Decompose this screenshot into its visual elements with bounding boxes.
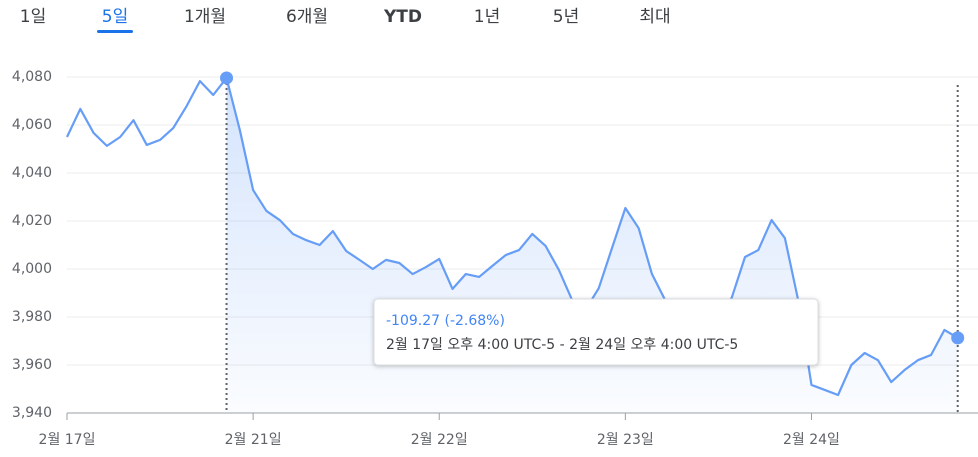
y-tick-label: 4,080 — [12, 69, 52, 85]
x-tick-label: 2월 24일 — [783, 432, 840, 448]
tooltip-range: 2월 17일 오후 4:00 UTC-5 - 2월 24일 오후 4:00 UT… — [386, 337, 738, 353]
y-tick-label: 3,960 — [12, 357, 52, 373]
tab[interactable]: YTD — [383, 7, 422, 27]
tab[interactable]: 5년 — [553, 7, 579, 27]
y-tick-label: 4,040 — [12, 165, 52, 181]
y-tick-label: 3,940 — [12, 405, 52, 421]
tab[interactable]: 6개월 — [286, 7, 328, 27]
tab[interactable]: 최대 — [639, 7, 670, 27]
selection-point — [951, 331, 965, 345]
x-tick-label: 2월 17일 — [39, 432, 96, 448]
selection-point — [220, 71, 234, 85]
tab[interactable]: 1년 — [474, 7, 500, 27]
tooltip-box — [373, 298, 819, 366]
y-tick-label: 4,020 — [12, 213, 52, 229]
tab[interactable]: 1일 — [20, 7, 46, 27]
tab[interactable]: 5일 — [102, 7, 128, 27]
y-tick-label: 3,980 — [12, 309, 52, 325]
tab-underline — [97, 30, 133, 33]
x-tick-label: 2월 21일 — [225, 432, 282, 448]
y-tick-label: 4,000 — [12, 261, 52, 277]
x-tick-label: 2월 22일 — [411, 432, 468, 448]
y-tick-label: 4,060 — [12, 117, 52, 133]
price-line — [66, 76, 959, 397]
x-tick-label: 2월 23일 — [597, 432, 654, 448]
tooltip: -109.27 (-2.68%) 2월 17일 오후 4:00 UTC-5 - 2… — [373, 298, 819, 366]
tab[interactable]: 1개월 — [184, 7, 226, 27]
tooltip-change: -109.27 (-2.68%) — [386, 313, 505, 329]
